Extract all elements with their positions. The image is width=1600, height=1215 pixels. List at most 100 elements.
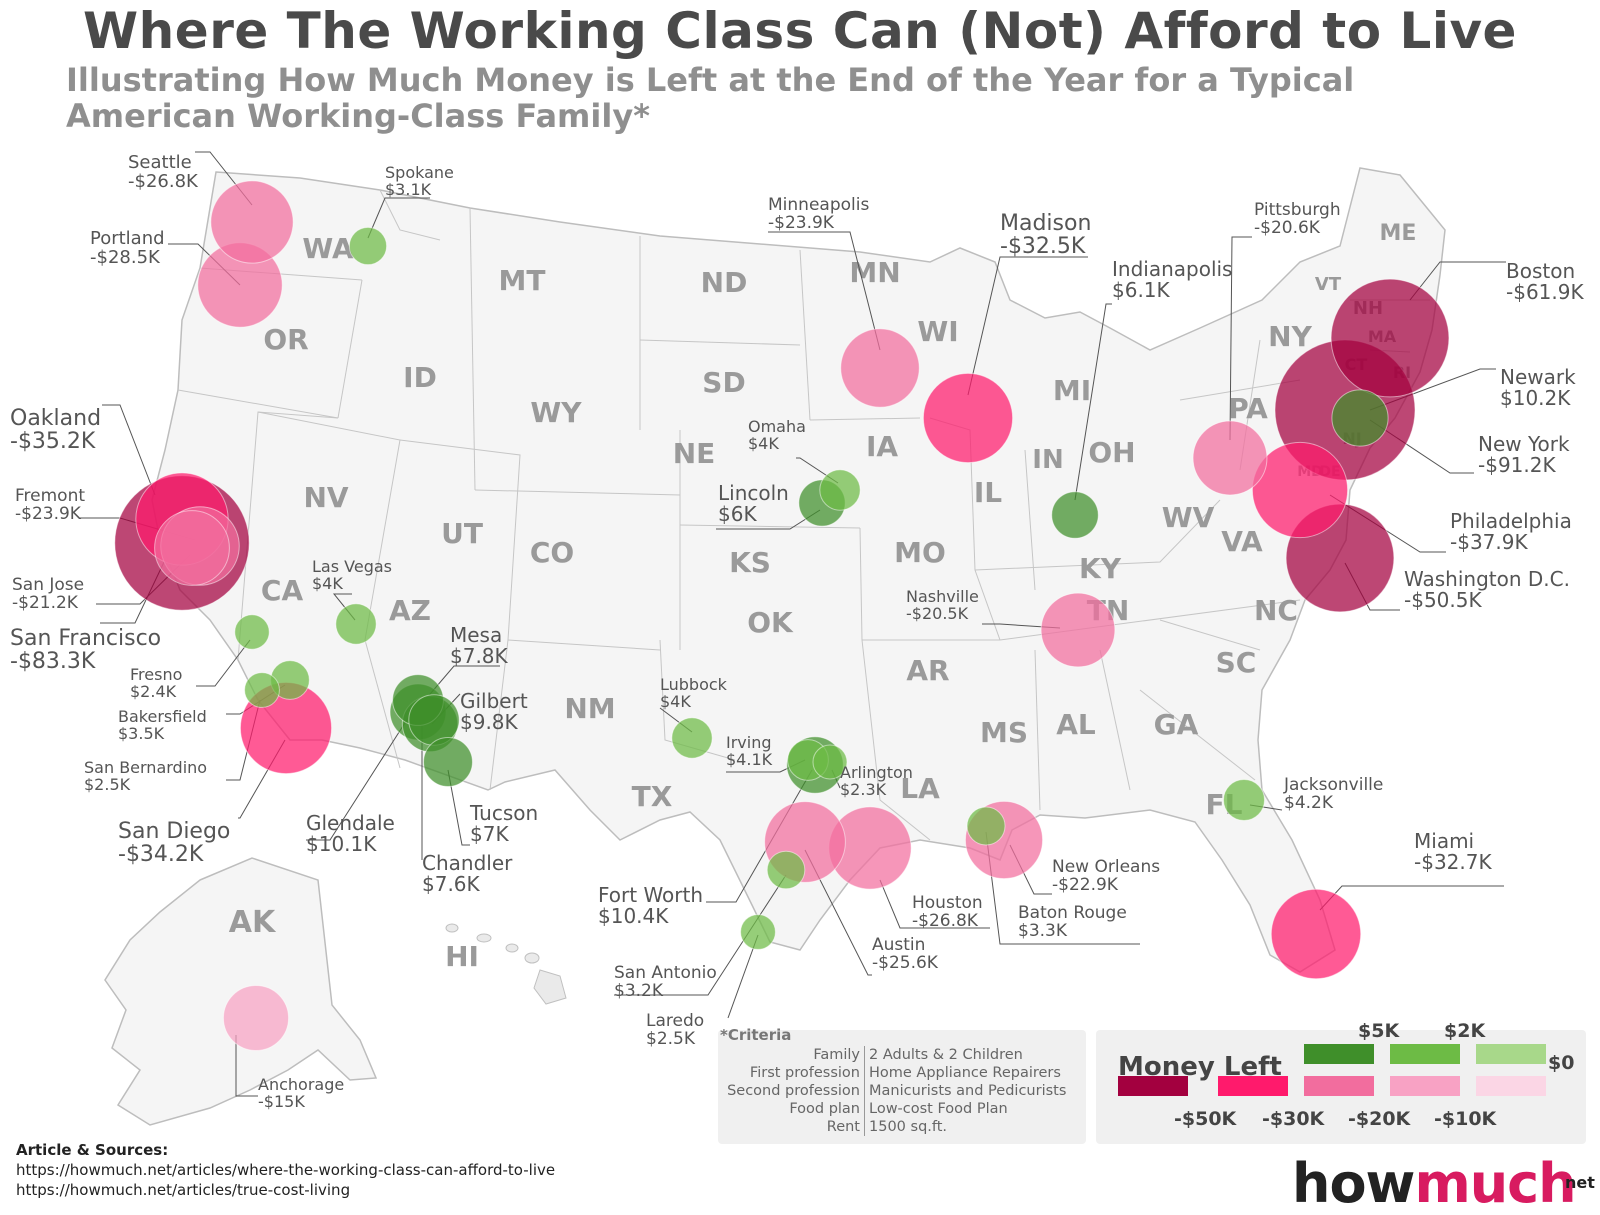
criteria-table: Family 2 Adults & 2 Children First profes… xyxy=(718,1046,1070,1136)
city-label-laredo: Laredo $2.5K xyxy=(646,1011,704,1049)
sources-header: Article & Sources: xyxy=(16,1141,169,1159)
criteria-row: Second profession Manicurists and Pedicur… xyxy=(718,1082,1070,1100)
city-name: Spokane xyxy=(385,163,454,182)
state-label-wy: WY xyxy=(530,396,582,429)
city-value: $9.8K xyxy=(460,710,519,734)
city-bubble-seattle xyxy=(210,180,294,264)
state-label-ms: MS xyxy=(980,716,1028,749)
city-value: $3.1K xyxy=(385,180,432,199)
leader-line-spokane xyxy=(367,197,430,239)
city-value: -$15K xyxy=(258,1092,305,1111)
city-label-jacksonville: Jacksonville $4.2K xyxy=(1283,775,1383,813)
state-label-ks: KS xyxy=(729,546,771,579)
city-label-indianapolis: Indianapolis $6.1K xyxy=(1112,257,1232,302)
state-label-nc: NC xyxy=(1254,594,1298,627)
city-name: Las Vegas xyxy=(312,557,392,576)
city-label-san-diego: San Diego -$34.2K xyxy=(118,819,230,867)
leader-line-oakland xyxy=(102,404,156,496)
city-label-minneapolis: Minneapolis -$23.9K xyxy=(768,195,869,233)
city-value: $2.5K xyxy=(646,1029,696,1049)
city-label-san-antonio: San Antonio $3.2K xyxy=(614,963,717,1001)
city-value: $3.3K xyxy=(1018,921,1068,941)
howmuch-logo: howmuch xyxy=(1292,1152,1577,1215)
legend-label-neg-10k: -$10K xyxy=(1434,1108,1497,1130)
legend-swatch-neg-low xyxy=(1476,1076,1546,1096)
state-label-tx: TX xyxy=(632,780,673,813)
leader-lines xyxy=(80,151,1506,1097)
city-bubble-indianapolis xyxy=(1051,491,1099,539)
city-label-mesa: Mesa $7.8K xyxy=(450,623,509,668)
city-bubble-pittsburgh xyxy=(1192,420,1268,496)
state-label-ky: KY xyxy=(1079,552,1122,585)
city-label-newark: Newark $10.2K xyxy=(1500,365,1576,410)
city-label-new-orleans: New Orleans -$22.9K xyxy=(1052,857,1160,895)
city-label-fresno: Fresno $2.4K xyxy=(130,665,182,701)
city-bubble-lubbock xyxy=(671,717,713,759)
city-bubble-las-vegas xyxy=(335,603,377,645)
legend-swatch-neg-50k xyxy=(1118,1076,1188,1096)
hawaii-islands xyxy=(445,923,567,1005)
city-value: -$20.6K xyxy=(1254,218,1321,238)
city-value: -$35.2K xyxy=(10,429,96,454)
criteria-header: *Criteria xyxy=(720,1026,792,1044)
city-value: $10.1K xyxy=(306,832,377,856)
sources-block: Article & Sources: https://howmuch.net/a… xyxy=(16,1140,555,1200)
state-label-or: OR xyxy=(263,323,308,356)
legend-swatch-neg-10k xyxy=(1390,1076,1460,1096)
leader-line-omaha xyxy=(796,457,839,484)
state-label-wa: WA xyxy=(302,232,354,265)
city-name: Houston xyxy=(912,893,983,913)
legend-label-5k: $5K xyxy=(1358,1020,1400,1042)
source-link-2[interactable]: https://howmuch.net/articles/true-cost-l… xyxy=(16,1181,351,1199)
city-name: San Francisco xyxy=(10,626,161,651)
city-name: Tucson xyxy=(469,801,538,825)
legend-swatch-pos-high xyxy=(1304,1044,1374,1064)
state-label-mt: MT xyxy=(499,264,546,297)
state-label-nd: ND xyxy=(701,266,748,299)
city-bubble-spokane xyxy=(348,226,388,266)
city-bubble-newark xyxy=(1331,389,1389,447)
city-label-spokane: Spokane $3.1K xyxy=(385,163,454,199)
criteria-row: Rent 1500 sq.ft. xyxy=(718,1118,1070,1136)
city-label-lincoln: Lincoln $6K xyxy=(718,481,789,526)
city-name: San Bernardino xyxy=(84,758,207,777)
city-value: -$21.2K xyxy=(12,593,79,613)
state-label-ar: AR xyxy=(906,654,949,687)
state-label-id: ID xyxy=(403,361,437,394)
city-label-lubbock: Lubbock $4K xyxy=(660,675,728,711)
city-label-fort-worth: Fort Worth $10.4K xyxy=(598,883,703,928)
city-label-austin: Austin -$25.6K xyxy=(872,935,939,973)
source-link-1[interactable]: https://howmuch.net/articles/where-the-w… xyxy=(16,1161,556,1179)
city-name: Gilbert xyxy=(460,689,528,713)
criteria-row: Family 2 Adults & 2 Children xyxy=(718,1046,1070,1064)
city-name: Seattle xyxy=(128,152,192,173)
state-label-ak: AK xyxy=(229,905,277,940)
city-label-las-vegas: Las Vegas $4K xyxy=(312,557,392,593)
city-value: $2.4K xyxy=(130,682,177,701)
city-name: Nashville xyxy=(906,587,979,606)
city-bubble-nashville xyxy=(1040,592,1116,668)
city-name: Baton Rouge xyxy=(1018,903,1127,923)
city-value: -$61.9K xyxy=(1506,280,1584,304)
city-label-anchorage: Anchorage -$15K xyxy=(258,1075,344,1111)
city-label-houston: Houston -$26.8K xyxy=(912,893,983,931)
legend-swatch-pos-mid xyxy=(1390,1044,1460,1064)
city-label-pittsburgh: Pittsburgh -$20.6K xyxy=(1254,200,1341,238)
legend-label-0: $0 xyxy=(1548,1052,1575,1074)
city-bubble-philadelphia xyxy=(1251,441,1349,539)
city-bubble-jacksonville xyxy=(1222,778,1266,822)
state-label-va: VA xyxy=(1221,525,1263,558)
state-label-me: ME xyxy=(1380,221,1417,246)
city-label-tucson: Tucson $7K xyxy=(469,801,538,846)
city-value: $4K xyxy=(660,692,691,711)
city-value: -$83.3K xyxy=(10,649,96,674)
city-name: Fresno xyxy=(130,665,182,684)
state-label-ga: GA xyxy=(1154,708,1199,741)
city-label-san-jose: San Jose -$21.2K xyxy=(12,575,84,613)
logo-net: net xyxy=(1565,1173,1595,1192)
criteria-row: Food plan Low-cost Food Plan xyxy=(718,1100,1070,1118)
city-value: $4.1K xyxy=(726,750,773,769)
state-label-il: IL xyxy=(974,476,1002,509)
city-value: $10.4K xyxy=(598,904,669,928)
